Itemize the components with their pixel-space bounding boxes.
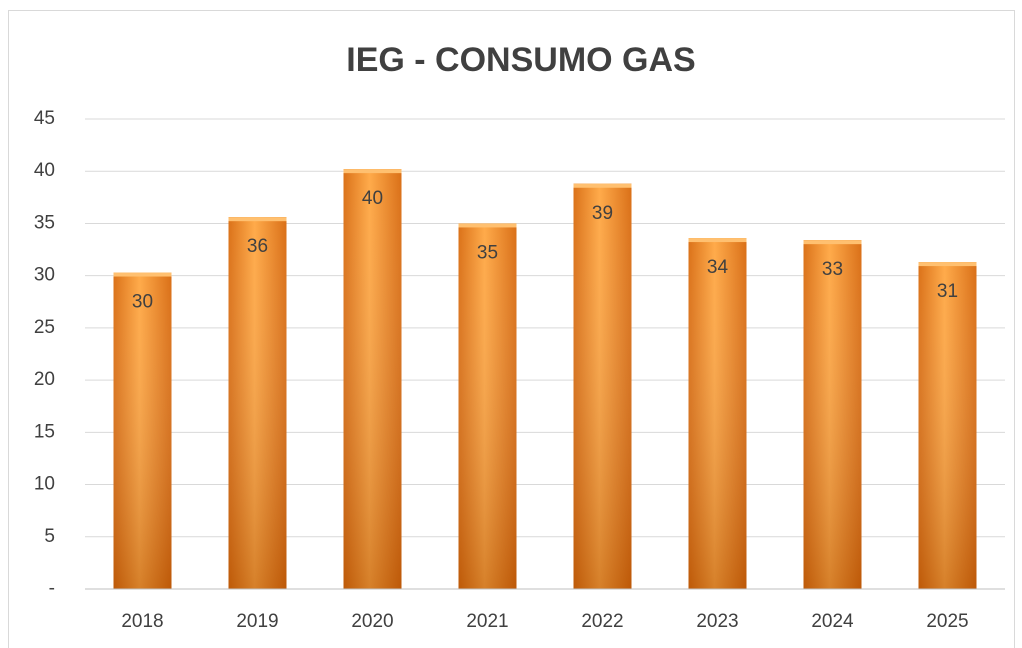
y-tick-label: 10 (34, 474, 55, 495)
bar-shade (458, 223, 517, 589)
data-label: 34 (707, 257, 729, 278)
bar-cap (228, 217, 287, 222)
bar-cap (113, 272, 172, 277)
bar-cap (688, 238, 747, 243)
y-tick-label: - (49, 578, 55, 599)
chart-title: IEG - CONSUMO GAS (346, 41, 695, 79)
data-label: 33 (822, 259, 843, 280)
bar-shade (803, 240, 862, 589)
bar-shade (918, 262, 977, 589)
data-label: 36 (247, 236, 268, 257)
bar-cap (803, 240, 862, 245)
y-tick-label: 30 (34, 265, 55, 286)
bar-cap (458, 223, 517, 228)
bar-cap (343, 169, 402, 174)
data-label: 40 (362, 188, 383, 209)
y-tick-label: 25 (34, 317, 55, 338)
data-label: 31 (937, 281, 958, 302)
y-tick-label: 40 (34, 160, 55, 181)
x-tick-label: 2021 (466, 611, 508, 632)
y-tick-label: 35 (34, 212, 55, 233)
x-tick-label: 2023 (696, 611, 738, 632)
bar-shade (228, 217, 287, 589)
y-tick-label: 45 (34, 108, 55, 129)
bar-cap (918, 262, 977, 267)
x-tick-label: 2022 (581, 611, 623, 632)
x-tick-label: 2024 (811, 611, 854, 632)
y-tick-label: 5 (44, 526, 55, 547)
x-tick-label: 2019 (236, 611, 278, 632)
y-tick-label: 15 (34, 421, 55, 442)
bar-shade (113, 272, 172, 589)
y-tick-label: 20 (34, 369, 55, 390)
x-tick-label: 2020 (351, 611, 393, 632)
x-tick-label: 2025 (926, 611, 968, 632)
data-label: 35 (477, 242, 498, 263)
x-tick-label: 2018 (121, 611, 163, 632)
bar-shade (573, 183, 632, 589)
bar-cap (573, 183, 632, 188)
data-label: 30 (132, 292, 153, 313)
data-label: 39 (592, 203, 613, 224)
bar-shade (343, 169, 402, 589)
bar-shade (688, 238, 747, 590)
